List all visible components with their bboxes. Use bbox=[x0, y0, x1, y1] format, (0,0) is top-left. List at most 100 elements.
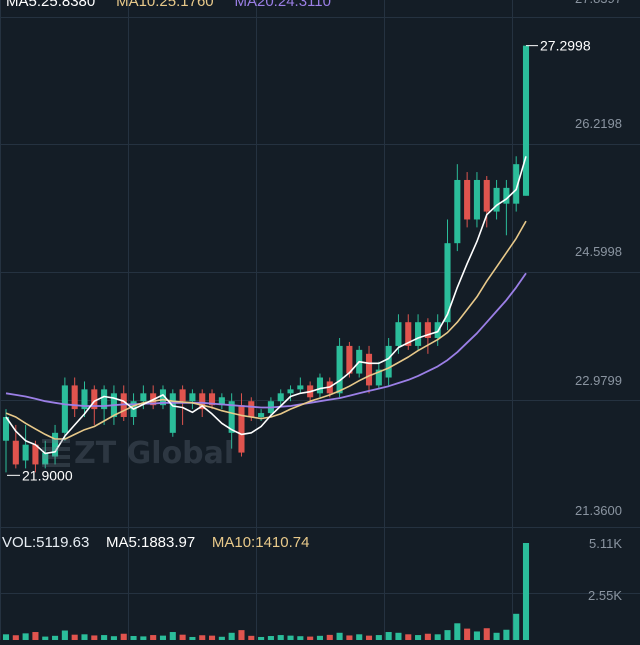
volume-bar bbox=[248, 635, 255, 640]
candle-body bbox=[454, 179, 461, 244]
volume-bar bbox=[395, 632, 402, 640]
volume-bar bbox=[415, 635, 422, 640]
candle-body bbox=[415, 322, 422, 346]
volume-bar bbox=[12, 635, 19, 640]
candle-body bbox=[365, 353, 373, 386]
volume-bar bbox=[238, 630, 245, 640]
price-legend: MA5:25.8380 MA10:25.1760 MA20:24.3110 bbox=[6, 0, 331, 10]
candle-body bbox=[81, 389, 88, 410]
candle-body bbox=[483, 179, 490, 212]
volume-bar bbox=[101, 635, 108, 640]
candle-body bbox=[424, 322, 431, 339]
volume-bar bbox=[375, 635, 382, 640]
volume-bar bbox=[71, 634, 78, 640]
volume-bar bbox=[307, 636, 314, 640]
price-tick-label: 24.5998 bbox=[575, 244, 622, 259]
volume-bar bbox=[287, 635, 294, 640]
volume-tick-label: 2.55K bbox=[588, 588, 622, 603]
volume-bar bbox=[503, 629, 510, 640]
volume-bar bbox=[405, 634, 412, 640]
candle-body bbox=[71, 385, 78, 410]
price-tick-label: 22.9799 bbox=[575, 373, 622, 388]
volume-bar bbox=[297, 636, 304, 640]
candle-body bbox=[258, 413, 265, 418]
volume-bar bbox=[218, 636, 225, 640]
candle-body bbox=[52, 432, 59, 457]
volume-bar bbox=[52, 635, 59, 640]
candle-body bbox=[336, 345, 343, 394]
ma10-line bbox=[5, 220, 527, 440]
low-label: 21.9000 bbox=[22, 467, 73, 483]
candle-body bbox=[522, 45, 530, 196]
volume-bar bbox=[336, 632, 343, 640]
volume-bar bbox=[473, 631, 480, 640]
candle-body bbox=[218, 397, 225, 406]
price-tick-label: 26.2198 bbox=[575, 116, 622, 131]
volume-bar bbox=[179, 634, 186, 640]
volume-bar bbox=[356, 634, 363, 640]
candle-body bbox=[248, 401, 255, 418]
volume-bar bbox=[61, 630, 68, 640]
candle-body bbox=[238, 405, 245, 453]
price-tick-label: 27.8397 bbox=[575, 0, 622, 6]
volume-bar bbox=[424, 633, 431, 640]
volume-bar bbox=[267, 636, 274, 640]
candle-body bbox=[61, 385, 68, 433]
volume-bar bbox=[258, 636, 265, 640]
candle-body bbox=[316, 377, 324, 394]
volume-legend: VOL:5119.63 MA5:1883.97 MA10:1410.74 bbox=[2, 534, 309, 551]
volume-bar bbox=[483, 628, 490, 640]
volume-bar bbox=[444, 630, 451, 640]
legend-ma10: MA10:25.1760 bbox=[116, 0, 214, 10]
candle-body bbox=[199, 393, 206, 410]
high-label: 27.2998 bbox=[540, 38, 591, 54]
volume-bar bbox=[385, 632, 392, 640]
volume-bar bbox=[208, 635, 216, 640]
ma5-line bbox=[5, 156, 527, 455]
candle-body bbox=[169, 393, 176, 433]
candle-body bbox=[208, 393, 216, 406]
candle-body bbox=[464, 179, 471, 220]
volume-bar bbox=[81, 634, 88, 640]
volume-bar bbox=[2, 634, 10, 640]
candle-body bbox=[189, 393, 196, 402]
legend-vol: VOL:5119.63 bbox=[2, 534, 90, 551]
volume-bars bbox=[2, 543, 530, 640]
candle-body bbox=[473, 179, 480, 220]
candle-body bbox=[12, 440, 19, 465]
volume-bar bbox=[120, 633, 127, 640]
candle-body bbox=[42, 452, 49, 465]
ma20-line bbox=[5, 272, 527, 409]
price-axis-labels: 27.8397 26.2198 24.5998 22.9799 21.3600 bbox=[575, 0, 622, 518]
volume-bar bbox=[91, 635, 98, 640]
candle-body bbox=[159, 389, 167, 406]
volume-bar bbox=[150, 635, 157, 640]
volume-bar bbox=[434, 634, 441, 640]
volume-bar bbox=[159, 635, 167, 640]
volume-bar bbox=[130, 636, 137, 640]
moving-average-lines bbox=[5, 156, 527, 455]
candle-body bbox=[513, 164, 520, 204]
volume-bar bbox=[140, 636, 147, 640]
volume-bar bbox=[326, 634, 333, 640]
candle-body bbox=[101, 389, 108, 410]
volume-bar bbox=[522, 543, 530, 640]
logo-icon bbox=[42, 439, 70, 467]
candle-body bbox=[91, 389, 98, 410]
volume-axis-labels: 5.11K 2.55K bbox=[588, 536, 622, 603]
candles bbox=[2, 45, 530, 473]
candle-body bbox=[297, 385, 304, 390]
candle-body bbox=[375, 369, 382, 386]
volume-bar bbox=[42, 636, 49, 640]
candle-body bbox=[228, 401, 235, 433]
volume-bar bbox=[169, 632, 176, 640]
volume-bar bbox=[493, 632, 500, 640]
candle-body bbox=[32, 444, 39, 465]
volume-bar bbox=[277, 635, 284, 640]
volume-bar bbox=[199, 635, 206, 640]
volume-bar bbox=[22, 633, 29, 640]
legend-ma5: MA5:25.8380 bbox=[6, 0, 96, 10]
candle-body bbox=[395, 322, 402, 346]
candle-body bbox=[405, 322, 412, 346]
